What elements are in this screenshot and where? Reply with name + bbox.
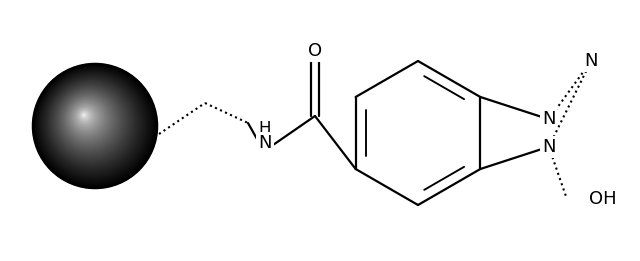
Text: H: H <box>259 120 271 138</box>
Circle shape <box>47 79 136 167</box>
Circle shape <box>68 100 106 137</box>
Circle shape <box>62 93 115 146</box>
Circle shape <box>63 94 114 145</box>
Circle shape <box>48 79 135 166</box>
Circle shape <box>33 64 157 188</box>
Text: N: N <box>259 134 272 152</box>
Circle shape <box>38 68 150 182</box>
Circle shape <box>50 81 132 163</box>
Circle shape <box>82 113 86 118</box>
Circle shape <box>61 92 116 148</box>
Circle shape <box>42 74 143 174</box>
Circle shape <box>64 95 112 143</box>
Circle shape <box>81 112 88 118</box>
Circle shape <box>66 97 109 140</box>
Circle shape <box>81 112 88 120</box>
Circle shape <box>44 75 141 173</box>
Circle shape <box>71 102 102 133</box>
Circle shape <box>39 70 148 179</box>
Circle shape <box>73 104 99 130</box>
Circle shape <box>34 65 156 187</box>
Circle shape <box>52 83 129 161</box>
Circle shape <box>78 109 92 123</box>
Text: OH: OH <box>589 190 616 208</box>
Circle shape <box>40 72 146 177</box>
Circle shape <box>38 69 150 181</box>
Circle shape <box>83 114 86 117</box>
Circle shape <box>46 77 138 169</box>
Circle shape <box>41 72 145 176</box>
Circle shape <box>59 90 120 151</box>
Circle shape <box>68 99 107 138</box>
Circle shape <box>45 77 139 170</box>
Circle shape <box>55 86 125 156</box>
Circle shape <box>72 103 101 132</box>
Circle shape <box>76 107 95 126</box>
Circle shape <box>49 81 133 164</box>
Circle shape <box>58 90 120 151</box>
Circle shape <box>43 74 142 173</box>
Text: O: O <box>308 42 322 60</box>
Circle shape <box>72 103 100 131</box>
Circle shape <box>74 105 99 129</box>
Circle shape <box>38 70 148 180</box>
Circle shape <box>56 87 123 154</box>
Circle shape <box>77 108 94 125</box>
Circle shape <box>42 73 144 175</box>
Circle shape <box>61 93 116 147</box>
Text: N: N <box>542 110 556 128</box>
Circle shape <box>69 100 105 136</box>
Text: N: N <box>542 138 556 156</box>
Circle shape <box>35 65 155 186</box>
Circle shape <box>54 86 126 157</box>
Circle shape <box>51 82 131 162</box>
Circle shape <box>60 91 118 150</box>
Circle shape <box>67 98 109 140</box>
Circle shape <box>77 109 93 124</box>
Circle shape <box>79 110 90 121</box>
Circle shape <box>44 75 141 171</box>
Circle shape <box>36 67 154 184</box>
Circle shape <box>70 101 104 135</box>
Circle shape <box>76 106 96 127</box>
Circle shape <box>47 78 137 168</box>
Circle shape <box>36 67 152 183</box>
Circle shape <box>37 68 152 182</box>
Circle shape <box>54 85 127 158</box>
Circle shape <box>53 84 128 159</box>
Circle shape <box>60 91 118 149</box>
Circle shape <box>40 71 147 178</box>
Circle shape <box>49 80 134 165</box>
Circle shape <box>52 84 129 160</box>
Circle shape <box>45 76 140 171</box>
Circle shape <box>83 114 84 116</box>
Circle shape <box>56 87 124 155</box>
Circle shape <box>79 110 91 122</box>
Circle shape <box>65 96 111 142</box>
Text: N: N <box>584 52 598 70</box>
Circle shape <box>35 66 154 185</box>
Circle shape <box>63 94 113 144</box>
Circle shape <box>58 89 122 152</box>
Circle shape <box>70 102 103 134</box>
Circle shape <box>51 82 131 162</box>
Circle shape <box>65 96 110 141</box>
Circle shape <box>74 105 97 129</box>
Circle shape <box>75 106 97 128</box>
Circle shape <box>80 111 90 120</box>
Circle shape <box>57 88 122 153</box>
Circle shape <box>67 98 108 139</box>
